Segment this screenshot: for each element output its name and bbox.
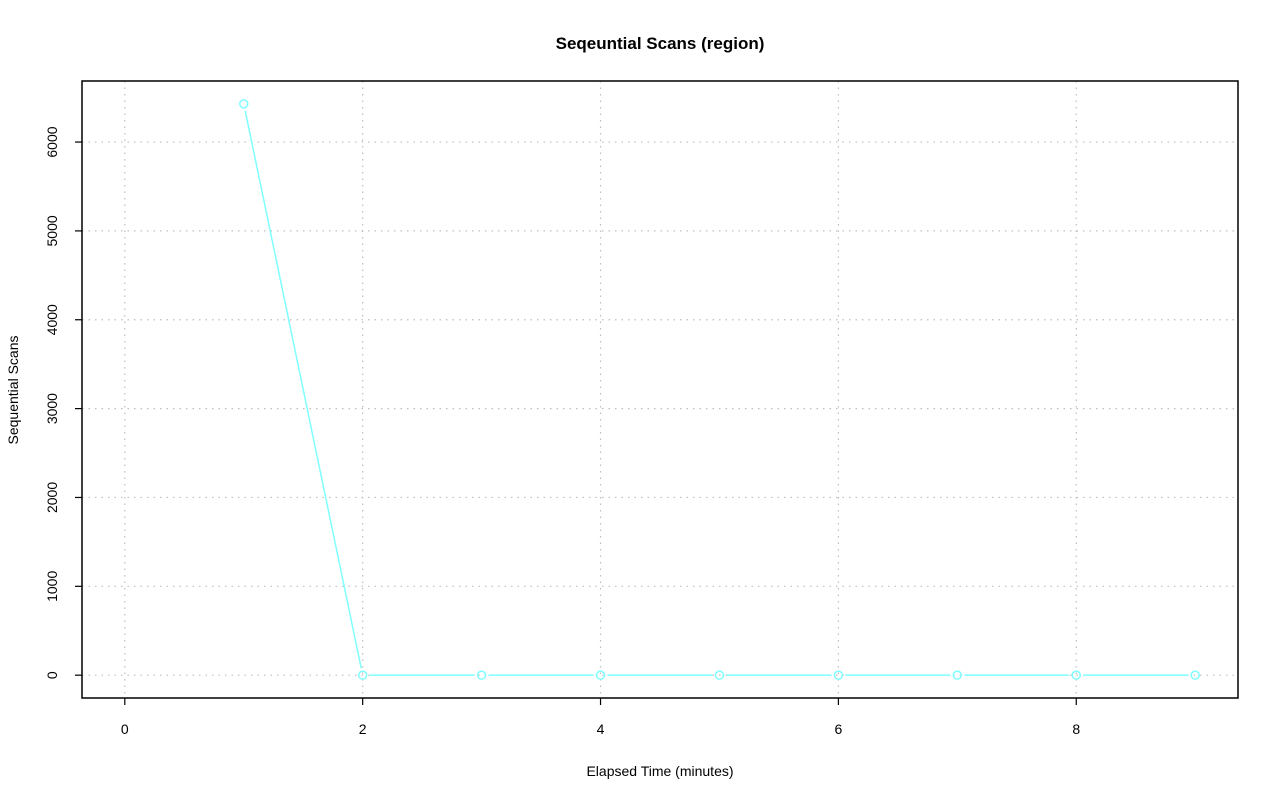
y-axis-label: Sequential Scans bbox=[5, 336, 21, 445]
data-point bbox=[1071, 670, 1082, 680]
data-point bbox=[595, 670, 606, 680]
x-axis: 0 2 4 6 8 bbox=[121, 698, 1080, 737]
chart-title: Seqeuntial Scans (region) bbox=[556, 34, 765, 53]
x-axis-label: Elapsed Time (minutes) bbox=[586, 763, 733, 779]
y-tick-label: 6000 bbox=[44, 126, 60, 157]
y-tick-label: 5000 bbox=[44, 215, 60, 246]
data-point bbox=[238, 99, 249, 109]
plot-box bbox=[81, 80, 1239, 699]
grid bbox=[82, 81, 1238, 698]
y-axis: 0 1000 2000 3000 4000 5000 6000 bbox=[44, 126, 82, 679]
x-tick-label: 4 bbox=[597, 721, 605, 737]
data-point bbox=[357, 670, 368, 680]
y-tick-label: 3000 bbox=[44, 393, 60, 424]
x-tick-label: 2 bbox=[359, 721, 367, 737]
x-tick-label: 0 bbox=[121, 721, 129, 737]
data-point bbox=[476, 670, 487, 680]
y-tick-label: 2000 bbox=[44, 482, 60, 513]
series-line-segment bbox=[244, 110, 362, 669]
data-point bbox=[833, 670, 844, 680]
y-tick-label: 4000 bbox=[44, 304, 60, 335]
y-tick-label: 0 bbox=[44, 671, 60, 679]
data-point bbox=[1190, 670, 1200, 680]
x-tick-label: 8 bbox=[1072, 721, 1080, 737]
series bbox=[238, 99, 1200, 680]
y-tick-label: 1000 bbox=[44, 571, 60, 602]
data-point bbox=[952, 670, 963, 680]
data-point bbox=[714, 670, 725, 680]
x-tick-label: 6 bbox=[834, 721, 842, 737]
